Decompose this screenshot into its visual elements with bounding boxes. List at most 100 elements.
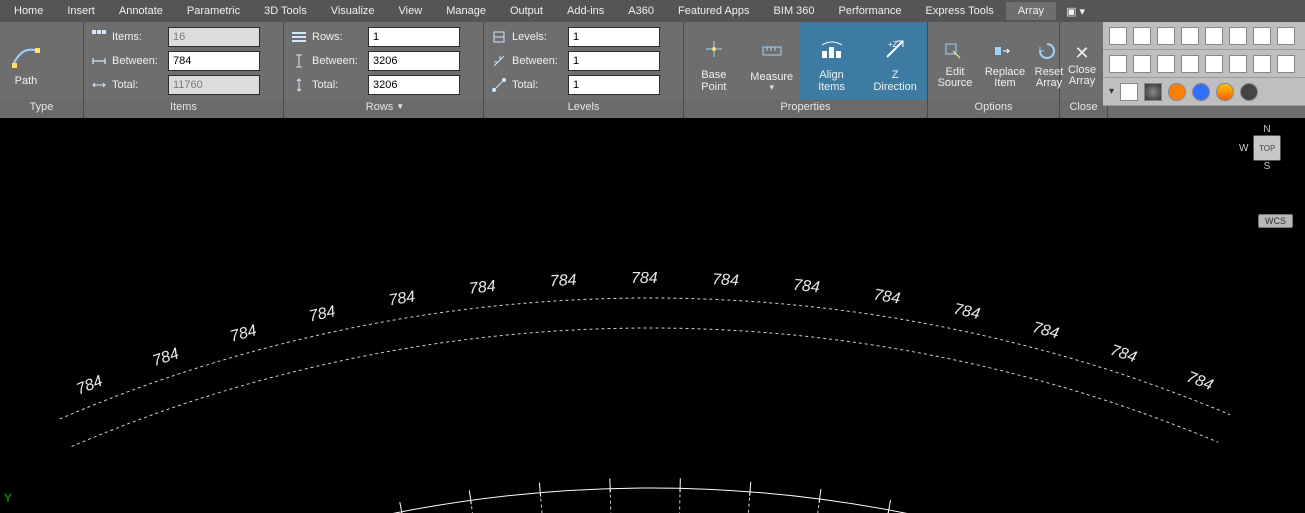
align-items-label: Align Items <box>810 69 854 93</box>
levels-count-input[interactable] <box>568 27 660 47</box>
align-items-button[interactable]: Align Items <box>800 22 864 100</box>
levels-count-label: Levels: <box>512 31 568 43</box>
levels-total-icon <box>490 76 508 94</box>
svg-text:784: 784 <box>468 278 497 298</box>
tab-home[interactable]: Home <box>2 2 55 20</box>
svg-text:784: 784 <box>150 345 181 370</box>
rows-between-input[interactable] <box>368 51 460 71</box>
close-array-button[interactable]: ✕ Close Array <box>1060 35 1104 87</box>
rows-count-input[interactable] <box>368 27 460 47</box>
rows-between-icon <box>290 52 308 70</box>
edit-source-icon <box>943 41 967 65</box>
svg-text:784: 784 <box>1031 319 1061 342</box>
svg-text:784: 784 <box>1108 342 1139 367</box>
svg-text:784: 784 <box>307 303 337 325</box>
panel-rows: Rows: Between: Total: Rows▼ <box>284 22 484 118</box>
tab-a360[interactable]: A360 <box>616 2 666 20</box>
view-cube[interactable]: N W TOP S <box>1239 124 1295 172</box>
ribbon-tabs: HomeInsertAnnotateParametric3D ToolsVisu… <box>0 0 1305 22</box>
items-between-label: Between: <box>112 55 168 67</box>
measure-icon <box>756 35 788 67</box>
levels-between-icon <box>490 52 508 70</box>
tab-parametric[interactable]: Parametric <box>175 2 252 20</box>
panel-close: ✕ Close Array Close <box>1060 22 1108 118</box>
panel-type-title: Type <box>0 100 83 118</box>
base-point-icon <box>698 33 730 65</box>
tab-featured-apps[interactable]: Featured Apps <box>666 2 762 20</box>
panel-type: Path Type <box>0 22 84 118</box>
close-icon: ✕ <box>1074 41 1089 65</box>
panel-items-title: Items <box>84 100 283 118</box>
items-total-icon <box>90 76 108 94</box>
tab-express-tools[interactable]: Express Tools <box>914 2 1006 20</box>
rows-total-icon <box>290 76 308 94</box>
path-icon <box>10 39 42 71</box>
extras-row-1[interactable] <box>1103 22 1305 50</box>
tab-visualize[interactable]: Visualize <box>319 2 387 20</box>
path-label: Path <box>15 75 38 87</box>
wcs-badge[interactable]: WCS <box>1258 214 1293 228</box>
tab-3d-tools[interactable]: 3D Tools <box>252 2 319 20</box>
replace-item-button[interactable]: Replace Item <box>980 35 1030 89</box>
tab-annotate[interactable]: Annotate <box>107 2 175 20</box>
tab-manage[interactable]: Manage <box>434 2 498 20</box>
y-axis-label: Y <box>4 491 12 505</box>
svg-text:784: 784 <box>792 277 820 297</box>
measure-button[interactable]: Measure ▼ <box>744 22 800 100</box>
tab-output[interactable]: Output <box>498 2 555 20</box>
extras-row-2[interactable] <box>1103 50 1305 78</box>
z-direction-label: Z Direction <box>873 69 917 93</box>
tab-insert[interactable]: Insert <box>55 2 107 20</box>
levels-count-icon <box>490 28 508 46</box>
reset-array-icon <box>1037 41 1061 65</box>
items-count-icon <box>90 28 108 46</box>
svg-text:784: 784 <box>549 272 577 291</box>
path-button[interactable]: Path <box>0 22 52 100</box>
svg-text:784: 784 <box>872 287 901 308</box>
z-direction-button[interactable]: +Z Z Direction <box>863 22 927 100</box>
svg-text:784: 784 <box>387 288 416 309</box>
levels-total-input[interactable] <box>568 75 660 95</box>
panel-close-title: Close <box>1060 100 1107 118</box>
drawing-canvas[interactable]: 784 784 784 784 784 784 784 784 784 784 784 784 784 7… <box>0 118 1305 513</box>
rows-count-label: Rows: <box>312 31 368 43</box>
items-total-label: Total: <box>112 79 168 91</box>
rows-total-label: Total: <box>312 79 368 91</box>
panel-properties-title: Properties <box>684 100 927 118</box>
levels-between-input[interactable] <box>568 51 660 71</box>
tab-performance[interactable]: Performance <box>827 2 914 20</box>
items-between-icon <box>90 52 108 70</box>
panel-items: Items: Between: Total: Items <box>84 22 284 118</box>
tab-array[interactable]: Array <box>1006 2 1056 20</box>
tab-bim-360[interactable]: BIM 360 <box>762 2 827 20</box>
svg-text:784: 784 <box>631 270 658 287</box>
base-point-button[interactable]: Base Point <box>684 22 744 100</box>
panel-options: Edit Source Replace Item Reset Array Opt… <box>928 22 1060 118</box>
base-point-label: Base Point <box>694 69 734 93</box>
svg-text:784: 784 <box>712 271 740 289</box>
tab-view[interactable]: View <box>387 2 435 20</box>
svg-text:784: 784 <box>952 301 982 323</box>
extras-row-3[interactable]: ▾ <box>1103 78 1305 106</box>
svg-text:784: 784 <box>1184 369 1215 395</box>
z-direction-icon: +Z <box>879 33 911 65</box>
tab-overflow[interactable]: ▣ ▾ <box>1060 3 1091 20</box>
levels-total-label: Total: <box>512 79 568 91</box>
tab-add-ins[interactable]: Add-ins <box>555 2 616 20</box>
panel-levels: Levels: Between: Total: Levels <box>484 22 684 118</box>
toolbar-extras: ▾ <box>1103 22 1305 106</box>
svg-text:784: 784 <box>228 322 258 346</box>
panel-options-title: Options <box>928 100 1059 118</box>
edit-source-button[interactable]: Edit Source <box>930 35 980 89</box>
svg-text:784: 784 <box>74 373 105 399</box>
view-cube-face[interactable]: TOP <box>1253 135 1281 161</box>
items-between-input[interactable] <box>168 51 260 71</box>
drawing-svg: 784 784 784 784 784 784 784 784 784 784 784 784 784 7… <box>0 118 1305 513</box>
items-count-label: Items: <box>112 31 168 43</box>
items-count-input[interactable] <box>168 27 260 47</box>
rows-total-input[interactable] <box>368 75 460 95</box>
measure-label: Measure <box>750 71 793 83</box>
items-total-input[interactable] <box>168 75 260 95</box>
levels-between-label: Between: <box>512 55 568 67</box>
align-items-icon <box>816 33 848 65</box>
